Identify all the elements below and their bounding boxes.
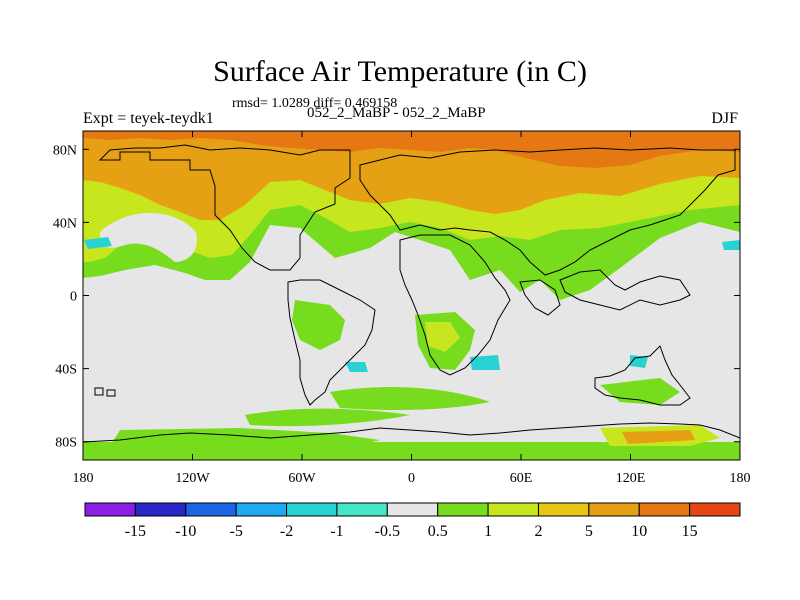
colorbar-swatch	[286, 502, 338, 517]
lat-tick-label: 80N	[53, 143, 77, 158]
colorbar-label: -2	[280, 523, 293, 540]
coastline-australia	[594, 345, 691, 406]
colorbar-label: -10	[175, 523, 196, 540]
colorbar-swatch	[437, 502, 489, 517]
antarctic-east-orange	[622, 430, 695, 444]
lon-tick-label: 180	[73, 471, 94, 486]
neg-patch-indian	[470, 355, 500, 370]
colorbar-swatch	[235, 502, 288, 517]
colorbar-label: -5	[229, 523, 242, 540]
colorbar-label: 0.5	[428, 523, 448, 540]
coastline-se-asia	[559, 269, 691, 311]
neg-patch-atlantic	[345, 362, 368, 372]
coastline-island-1	[94, 387, 104, 396]
coastline-india	[519, 279, 561, 316]
neg-patch-east	[722, 240, 740, 250]
colorbar-label: 10	[631, 523, 647, 540]
coastline-africa	[399, 234, 511, 376]
lon-tick-label: 120E	[616, 471, 646, 486]
southern-ocean-band	[330, 387, 490, 410]
coastline-antarctica	[83, 422, 740, 443]
longitude-axis: 180 120W 60W 0 60E 120E 180	[73, 131, 751, 486]
latitude-axis: 80N 40N 0 40S 80S	[53, 143, 740, 451]
pacific-swirl-gray	[100, 212, 197, 262]
colorbar-swatch	[487, 502, 539, 517]
colorbar-swatch	[638, 502, 691, 517]
colorbar-swatch	[84, 502, 136, 517]
south-america-patch	[292, 300, 345, 350]
lon-tick-label: 120W	[175, 471, 210, 486]
lat-tick-label: 0	[70, 290, 77, 305]
antarctic-band-green	[83, 442, 740, 460]
neg-patch-pacific	[84, 237, 112, 249]
africa-patch-core	[425, 322, 460, 352]
antarctic-west-patch	[110, 428, 380, 446]
experiment-label: Expt = teyek-teydk1	[83, 110, 214, 127]
lon-tick-label: 0	[408, 471, 415, 486]
coastlines	[83, 144, 740, 443]
colorbar-swatch	[336, 502, 388, 517]
colorbar-label: 15	[682, 523, 698, 540]
colorbar-swatch	[386, 502, 439, 517]
lat-tick-label: 40N	[53, 216, 77, 231]
map-field	[83, 131, 740, 460]
colorbar-label: -0.5	[375, 523, 400, 540]
colorbar-swatch	[588, 502, 640, 517]
lat-tick-label: 40S	[55, 363, 77, 378]
coastline-south-america	[287, 279, 376, 406]
coastline-north-america	[98, 144, 351, 271]
stats-label: rmsd= 1.0289 diff= 0.469158	[232, 96, 398, 111]
lon-tick-label: 60E	[510, 471, 533, 486]
lon-tick-label: 180	[730, 471, 751, 486]
north-belt-dark-orange	[83, 131, 740, 168]
colorbar-label: 5	[585, 523, 593, 540]
colorbar-swatch	[185, 502, 237, 517]
colorbar-swatch	[537, 502, 590, 517]
lon-tick-label: 60W	[288, 471, 316, 486]
southern-ocean-band-2	[245, 408, 410, 427]
colorbar-label: 1	[484, 523, 492, 540]
coastline-eurasia	[359, 147, 736, 276]
colorbar-label: -1	[330, 523, 343, 540]
colorbar-label: -15	[125, 523, 146, 540]
run-label: 052_2_MaBP - 052_2_MaBP	[307, 105, 486, 121]
coastline-island-2	[106, 389, 116, 397]
colorbar-label: 2	[534, 523, 542, 540]
season-label: DJF	[711, 110, 738, 127]
plot-title: Surface Air Temperature (in C)	[213, 55, 587, 88]
colorbar-swatch	[134, 502, 187, 517]
lat-tick-label: 80S	[55, 436, 77, 451]
colorbar-swatch	[689, 502, 741, 517]
colorbar: -15 -10 -5 -2 -1 -0.5 0.5 1 2 5 10 15	[84, 502, 741, 540]
